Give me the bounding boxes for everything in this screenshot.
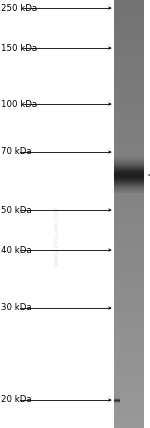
Text: 70 kDa: 70 kDa: [1, 148, 31, 157]
Text: 30 kDa: 30 kDa: [1, 303, 31, 312]
Text: 40 kDa: 40 kDa: [1, 246, 31, 255]
Text: 50 kDa: 50 kDa: [1, 205, 31, 214]
Text: WWW.PTGLAB.COM: WWW.PTGLAB.COM: [54, 205, 60, 266]
Text: 100 kDa: 100 kDa: [1, 99, 37, 109]
Text: 20 kDa: 20 kDa: [1, 395, 31, 404]
Text: 250 kDa: 250 kDa: [1, 3, 37, 12]
Text: 150 kDa: 150 kDa: [1, 44, 37, 53]
